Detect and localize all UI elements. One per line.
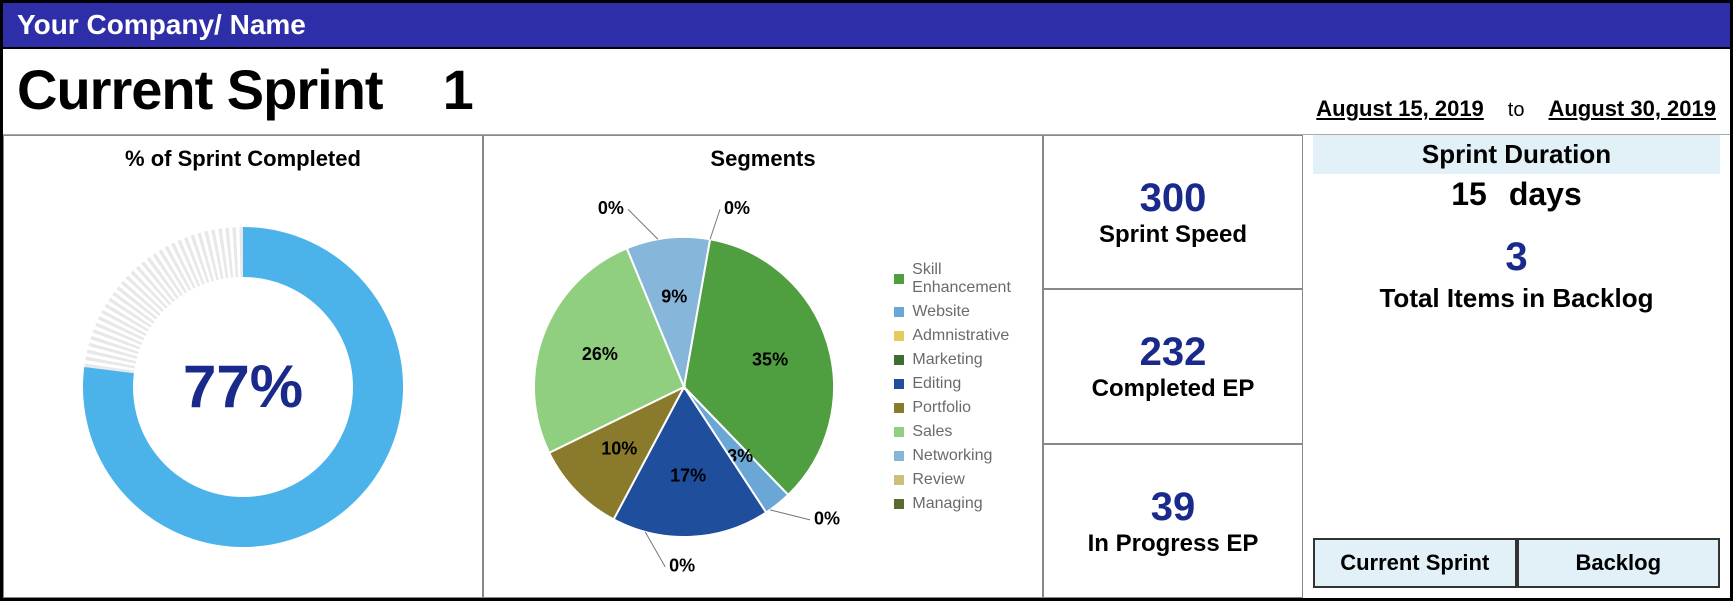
legend-label: Managing bbox=[912, 495, 982, 513]
donut-value-text: 77% bbox=[183, 352, 303, 421]
date-to-label: to bbox=[1508, 99, 1525, 122]
donut-title: % of Sprint Completed bbox=[4, 136, 482, 176]
start-date: August 15, 2019 bbox=[1316, 96, 1484, 122]
svg-text:0%: 0% bbox=[814, 508, 840, 528]
legend-swatch bbox=[894, 427, 904, 437]
dashboard-body: % of Sprint Completed 77% Segments 35% 3%… bbox=[3, 135, 1730, 598]
stat-value: 300 bbox=[1140, 176, 1207, 221]
legend-swatch bbox=[894, 307, 904, 317]
legend-item: Website bbox=[894, 303, 1042, 321]
legend-swatch bbox=[894, 499, 904, 509]
svg-text:35%: 35% bbox=[752, 349, 788, 369]
svg-text:9%: 9% bbox=[661, 286, 687, 306]
legend-swatch bbox=[894, 451, 904, 461]
legend-item: Managing bbox=[894, 495, 1042, 513]
legend-label: Marketing bbox=[912, 351, 982, 369]
legend-label: Skill Enhancement bbox=[912, 261, 1042, 297]
legend-label: Review bbox=[912, 471, 964, 489]
donut-panel: % of Sprint Completed 77% bbox=[3, 135, 483, 598]
company-bar: Your Company/ Name bbox=[3, 3, 1730, 49]
page-title: Current Sprint bbox=[17, 57, 383, 122]
legend-item: Portfolio bbox=[894, 399, 1042, 417]
legend-item: Review bbox=[894, 471, 1042, 489]
sprint-number: 1 bbox=[443, 57, 474, 122]
legend-label: Editing bbox=[912, 375, 961, 393]
backlog-label: Total Items in Backlog bbox=[1313, 284, 1720, 314]
svg-text:26%: 26% bbox=[582, 343, 618, 363]
legend-label: Networking bbox=[912, 447, 992, 465]
legend-item: Editing bbox=[894, 375, 1042, 393]
legend-label: Sales bbox=[912, 423, 952, 441]
donut-chart: 77% bbox=[4, 176, 482, 597]
dashboard-frame: Your Company/ Name Current Sprint 1 Augu… bbox=[0, 0, 1733, 601]
legend-swatch bbox=[894, 403, 904, 413]
legend-swatch bbox=[894, 379, 904, 389]
svg-text:0%: 0% bbox=[669, 555, 695, 575]
legend-item: Networking bbox=[894, 447, 1042, 465]
stat-in-progress-ep: 39 In Progress EP bbox=[1043, 444, 1303, 598]
stat-label: Sprint Speed bbox=[1099, 221, 1247, 249]
legend-item: Marketing bbox=[894, 351, 1042, 369]
legend-swatch bbox=[894, 355, 904, 365]
duration-value-row: 15 days bbox=[1313, 174, 1720, 223]
backlog-value: 3 bbox=[1313, 235, 1720, 280]
legend-item: Sales bbox=[894, 423, 1042, 441]
svg-text:10%: 10% bbox=[601, 438, 637, 458]
pie-title: Segments bbox=[484, 136, 1042, 176]
legend-item: Skill Enhancement bbox=[894, 261, 1042, 297]
stat-value: 232 bbox=[1140, 330, 1207, 375]
pie-area: 35%3%17%10%26%9%0%0%0%0% Skill Enhanceme… bbox=[484, 176, 1042, 597]
end-date: August 30, 2019 bbox=[1548, 96, 1716, 122]
svg-text:0%: 0% bbox=[724, 198, 750, 218]
pie-panel: Segments 35%3%17%10%26%9%0%0%0%0% Skill … bbox=[483, 135, 1043, 598]
duration-heading: Sprint Duration bbox=[1313, 135, 1720, 174]
stats-column: 300 Sprint Speed 232 Completed EP 39 In … bbox=[1043, 135, 1303, 598]
legend-swatch bbox=[894, 274, 904, 284]
stat-label: Completed EP bbox=[1092, 375, 1255, 403]
legend-item: Admnistrative bbox=[894, 327, 1042, 345]
legend-label: Admnistrative bbox=[912, 327, 1009, 345]
tab-row: Current Sprint Backlog bbox=[1313, 538, 1720, 588]
pie-legend: Skill Enhancement Website Admnistrative Mar… bbox=[876, 255, 1042, 519]
stat-sprint-speed: 300 Sprint Speed bbox=[1043, 135, 1303, 289]
legend-swatch bbox=[894, 475, 904, 485]
stat-completed-ep: 232 Completed EP bbox=[1043, 289, 1303, 443]
tab-backlog[interactable]: Backlog bbox=[1517, 538, 1721, 588]
legend-label: Website bbox=[912, 303, 970, 321]
stat-label: In Progress EP bbox=[1088, 530, 1259, 558]
right-column: Sprint Duration 15 days 3 Total Items in… bbox=[1303, 135, 1730, 598]
title-row: Current Sprint 1 August 15, 2019 to Augu… bbox=[3, 49, 1730, 135]
svg-text:0%: 0% bbox=[598, 198, 624, 218]
duration-unit: days bbox=[1509, 176, 1582, 213]
svg-text:17%: 17% bbox=[670, 465, 706, 485]
legend-swatch bbox=[894, 331, 904, 341]
legend-label: Portfolio bbox=[912, 399, 971, 417]
duration-value: 15 bbox=[1451, 176, 1487, 213]
stat-value: 39 bbox=[1151, 485, 1196, 530]
tab-current-sprint[interactable]: Current Sprint bbox=[1313, 538, 1517, 588]
